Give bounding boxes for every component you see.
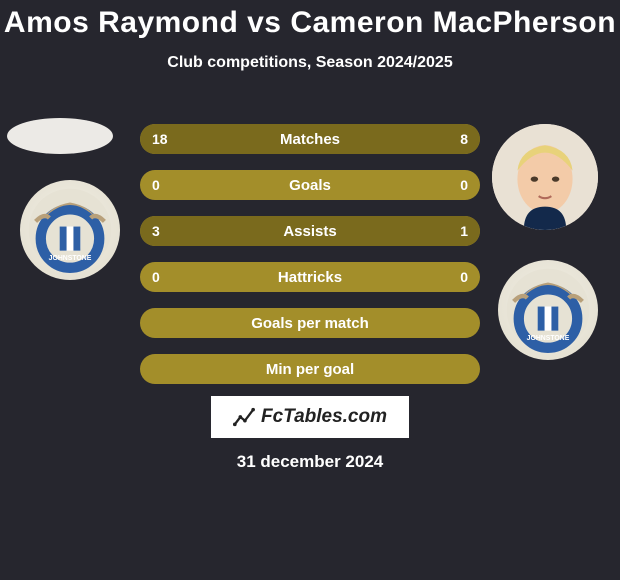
player-face-icon xyxy=(492,124,598,230)
stat-label: Hattricks xyxy=(278,269,342,286)
stat-row: Min per goal xyxy=(140,354,480,384)
stat-value-left: 3 xyxy=(152,223,160,239)
club-crest-icon: JOHNSTONE xyxy=(27,187,113,273)
stat-value-left: 18 xyxy=(152,131,168,147)
subtitle: Club competitions, Season 2024/2025 xyxy=(0,54,620,72)
date-line: 31 december 2024 xyxy=(0,452,620,472)
stat-value-right: 1 xyxy=(460,223,468,239)
stat-row: 18 8 Matches xyxy=(140,124,480,154)
stat-label: Min per goal xyxy=(266,361,354,378)
stat-value-left: 0 xyxy=(152,177,160,193)
stat-value-right: 8 xyxy=(460,131,468,147)
svg-text:JOHNSTONE: JOHNSTONE xyxy=(527,335,570,342)
stat-row: 0 0 Hattricks xyxy=(140,262,480,292)
brand-text: FcTables.com xyxy=(261,406,387,428)
svg-text:JOHNSTONE: JOHNSTONE xyxy=(49,255,92,262)
stat-value-right: 0 xyxy=(460,177,468,193)
stat-fill-left xyxy=(140,124,378,154)
page-title: Amos Raymond vs Cameron MacPherson xyxy=(0,0,620,40)
stat-row: 3 1 Assists xyxy=(140,216,480,246)
club-crest-left: JOHNSTONE xyxy=(20,180,120,280)
club-crest-icon: JOHNSTONE xyxy=(505,267,591,353)
brand-logo-icon xyxy=(233,406,255,428)
brand-box: FcTables.com xyxy=(211,396,409,438)
stat-fill-left xyxy=(140,216,395,246)
stat-label: Matches xyxy=(280,131,340,148)
stat-row: Goals per match xyxy=(140,308,480,338)
stat-label: Assists xyxy=(283,223,336,240)
stat-value-left: 0 xyxy=(152,269,160,285)
player-avatar-right xyxy=(492,124,598,230)
club-crest-right: JOHNSTONE xyxy=(498,260,598,360)
stat-label: Goals per match xyxy=(251,315,369,332)
stat-row: 0 0 Goals xyxy=(140,170,480,200)
stats-container: 18 8 Matches 0 0 Goals 3 1 Assists 0 0 Hattricks Goa… xyxy=(140,124,480,400)
stat-value-right: 0 xyxy=(460,269,468,285)
stat-label: Goals xyxy=(289,177,331,194)
player-avatar-left xyxy=(7,118,113,154)
